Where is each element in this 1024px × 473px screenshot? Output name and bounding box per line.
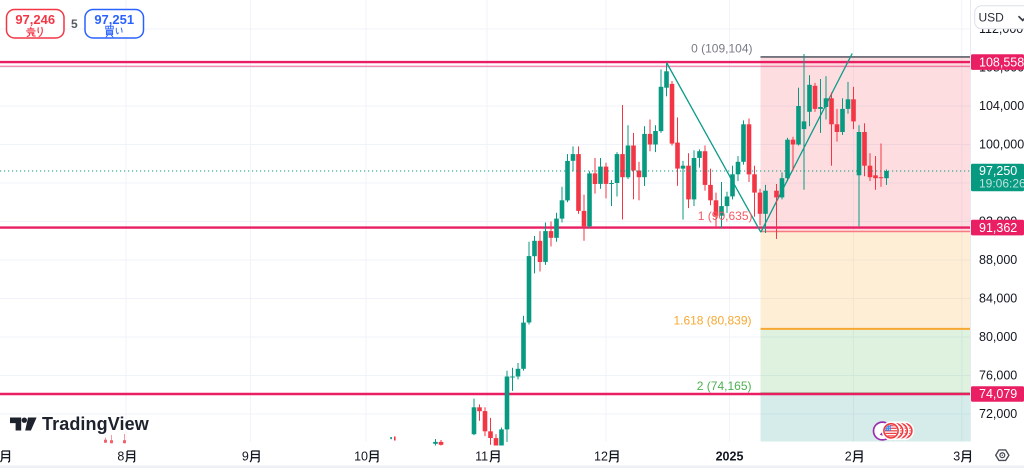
svg-text:12: 12 — [594, 450, 608, 464]
svg-text:84,000: 84,000 — [979, 292, 1017, 306]
svg-text:97,246: 97,246 — [15, 12, 55, 27]
svg-text:USD: USD — [979, 11, 1005, 25]
svg-text:3: 3 — [953, 450, 960, 464]
svg-text:88,000: 88,000 — [979, 253, 1017, 267]
svg-text:10: 10 — [354, 450, 368, 464]
svg-text:104,000: 104,000 — [979, 99, 1024, 113]
svg-text:5: 5 — [71, 17, 78, 31]
svg-text:11: 11 — [475, 450, 488, 464]
svg-text:9: 9 — [242, 450, 249, 464]
svg-text:1 (90,635): 1 (90,635) — [698, 209, 753, 223]
svg-text:2025: 2025 — [716, 450, 744, 464]
svg-text:76,000: 76,000 — [979, 369, 1017, 383]
svg-text:8: 8 — [117, 450, 124, 464]
svg-text:74,079: 74,079 — [979, 387, 1017, 401]
svg-text:100,000: 100,000 — [979, 138, 1024, 152]
svg-text:TradingView: TradingView — [42, 414, 150, 434]
svg-text:97,251: 97,251 — [94, 12, 134, 27]
svg-text:72,000: 72,000 — [979, 407, 1017, 421]
svg-text:80,000: 80,000 — [979, 330, 1017, 344]
svg-text:108,558: 108,558 — [979, 55, 1024, 69]
svg-text:2 (74,165): 2 (74,165) — [697, 379, 752, 393]
svg-text:1.618 (80,839): 1.618 (80,839) — [673, 314, 751, 328]
svg-text:19:06:26: 19:06:26 — [979, 177, 1024, 191]
svg-text:91,362: 91,362 — [979, 221, 1017, 235]
svg-text:2: 2 — [845, 450, 852, 464]
svg-text:0 (109,104): 0 (109,104) — [691, 42, 752, 56]
